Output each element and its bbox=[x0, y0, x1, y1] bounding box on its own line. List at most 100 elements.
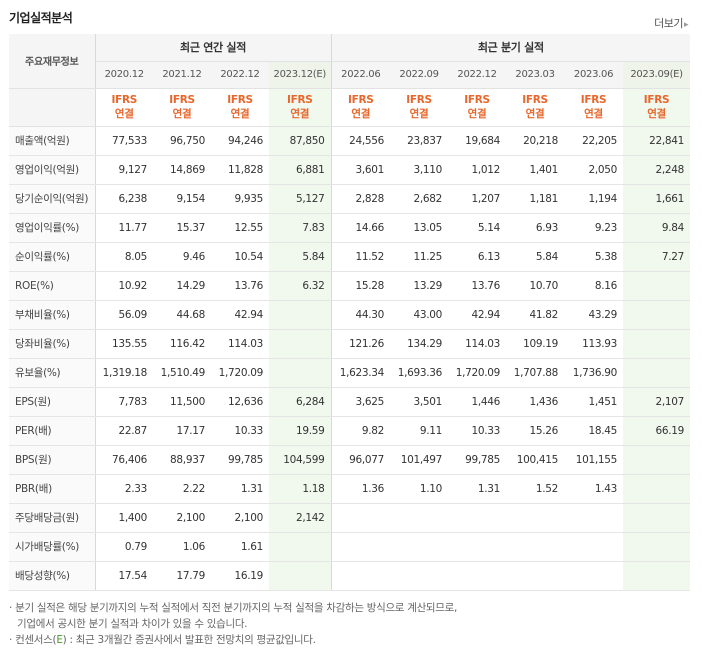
table-cell: 14.29 bbox=[153, 271, 211, 301]
table-row: PER(배) 22.87 17.17 10.33 19.59 9.82 9.11 10.33 1… bbox=[9, 416, 691, 446]
table-cell: 9,154 bbox=[153, 184, 211, 214]
basis-header: IFRS 연결 bbox=[211, 88, 269, 127]
table-cell: 5.14 bbox=[448, 212, 507, 243]
table-cell: 24,556 bbox=[331, 126, 391, 156]
table-cell: 3,110 bbox=[390, 155, 449, 185]
basis-header: IFRS 연결 bbox=[95, 88, 153, 127]
table-cell bbox=[331, 502, 391, 533]
table-cell: 87,850 bbox=[269, 126, 332, 156]
basis-header: IFRS 연결 bbox=[506, 88, 565, 127]
table-cell: 135.55 bbox=[95, 329, 153, 359]
basis-label: 연결 bbox=[467, 108, 487, 120]
table-cell: 96,750 bbox=[153, 126, 211, 156]
ifrs-label: IFRS bbox=[522, 94, 548, 106]
ifrs-label: IFRS bbox=[111, 94, 138, 106]
ifrs-label: IFRS bbox=[406, 94, 432, 106]
table-cell: 17.17 bbox=[153, 416, 211, 446]
table-cell: 1,451 bbox=[564, 386, 624, 417]
table-cell bbox=[623, 299, 691, 330]
ifrs-label: IFRS bbox=[169, 94, 195, 106]
table-cell: 11.52 bbox=[331, 242, 391, 272]
table-cell: 9.84 bbox=[623, 212, 691, 243]
basis-header: IFRS 연결 bbox=[564, 88, 624, 127]
table-cell: 1.06 bbox=[153, 532, 211, 562]
table-cell bbox=[623, 445, 691, 475]
table-cell: 42.94 bbox=[211, 299, 269, 330]
more-link[interactable]: 더보기▸ bbox=[654, 15, 688, 31]
table-row: PBR(배) 2.33 2.22 1.31 1.18 1.36 1.10 1.31 1.52 1.… bbox=[9, 474, 691, 504]
period-header: 2023.12(E) bbox=[269, 61, 332, 89]
table-cell: 15.28 bbox=[331, 271, 391, 301]
footnotes: · 분기 실적은 해당 분기까지의 누적 실적에서 직전 분기까지의 누적 실적… bbox=[9, 600, 699, 648]
period-header: 2023.06 bbox=[564, 61, 624, 89]
row-label: 영업이익률(%) bbox=[9, 212, 96, 243]
table-cell bbox=[506, 532, 565, 562]
table-row: 유보율(%) 1,319.18 1,510.49 1,720.09 1,623.34 1,… bbox=[9, 358, 691, 388]
table-cell: 99,785 bbox=[448, 445, 507, 475]
table-cell: 42.94 bbox=[448, 299, 507, 330]
table-cell: 104,599 bbox=[269, 445, 332, 475]
table-cell: 12,636 bbox=[211, 386, 269, 417]
table-cell: 1,693.36 bbox=[390, 358, 449, 388]
row-label: PBR(배) bbox=[9, 474, 96, 504]
chevron-right-icon: ▸ bbox=[683, 20, 689, 30]
ifrs-label: IFRS bbox=[464, 94, 490, 106]
table-row: 매출액(억원) 77,533 96,750 94,246 87,850 24,556 23,… bbox=[9, 126, 691, 156]
table-cell: 1,207 bbox=[448, 184, 507, 214]
table-cell: 101,497 bbox=[390, 445, 449, 475]
table-cell: 20,218 bbox=[506, 126, 565, 156]
table-row: EPS(원) 7,783 11,500 12,636 6,284 3,625 3,501 1,… bbox=[9, 386, 691, 417]
table-cell: 8.05 bbox=[95, 242, 153, 272]
table-cell: 134.29 bbox=[390, 329, 449, 359]
table-cell: 77,533 bbox=[95, 126, 153, 156]
basis-header: IFRS 연결 bbox=[448, 88, 507, 127]
table-cell bbox=[448, 502, 507, 533]
ifrs-label: IFRS bbox=[580, 94, 607, 106]
table-cell: 9,935 bbox=[211, 184, 269, 214]
table-cell: 1.10 bbox=[390, 474, 449, 504]
period-header: 2022.12 bbox=[448, 61, 507, 89]
table-cell: 10.54 bbox=[211, 242, 269, 272]
footnote-2-suffix: ) : 최근 3개월간 증권사에서 발표한 전망치의 평균값입니다. bbox=[62, 634, 316, 646]
table-cell: 9.46 bbox=[153, 242, 211, 272]
footnote-1-cont: 기업에서 공시한 분기 실적과 차이가 있을 수 있습니다. bbox=[17, 618, 248, 630]
table-cell: 5.38 bbox=[564, 242, 624, 272]
table-cell: 7.83 bbox=[269, 212, 332, 243]
table-cell bbox=[269, 532, 332, 562]
basis-label: 연결 bbox=[409, 108, 429, 120]
table-row: 당기순이익(억원) 6,238 9,154 9,935 5,127 2,828 2,682 1… bbox=[9, 184, 691, 214]
table-cell: 1,319.18 bbox=[95, 358, 153, 388]
period-header: 2023.03 bbox=[506, 61, 565, 89]
table-cell bbox=[390, 561, 449, 591]
table-cell: 1,510.49 bbox=[153, 358, 211, 388]
table-cell: 3,625 bbox=[331, 386, 391, 417]
table-cell: 11,828 bbox=[211, 155, 269, 185]
row-label: BPS(원) bbox=[9, 445, 96, 475]
table-cell: 1,401 bbox=[506, 155, 565, 185]
table-cell: 2,100 bbox=[153, 502, 211, 533]
label-header: 주요재무정보 bbox=[9, 34, 96, 89]
table-cell bbox=[623, 358, 691, 388]
period-header: 2020.12 bbox=[95, 61, 153, 89]
period-header: 2021.12 bbox=[153, 61, 211, 89]
table-cell: 10.92 bbox=[95, 271, 153, 301]
table-cell: 1.61 bbox=[211, 532, 269, 562]
table-cell: 10.33 bbox=[211, 416, 269, 446]
table-cell: 1.36 bbox=[331, 474, 391, 504]
table-cell bbox=[448, 561, 507, 591]
table-row: 시가배당률(%) 0.79 1.06 1.61 bbox=[9, 532, 691, 562]
table-cell: 6.93 bbox=[506, 212, 565, 243]
row-label: EPS(원) bbox=[9, 386, 96, 417]
table-cell: 12.55 bbox=[211, 212, 269, 243]
table-cell: 1,446 bbox=[448, 386, 507, 417]
footnote-2-prefix: 컨센서스( bbox=[15, 634, 57, 646]
table-cell bbox=[623, 561, 691, 591]
table-cell: 14,869 bbox=[153, 155, 211, 185]
table-cell: 43.29 bbox=[564, 299, 624, 330]
table-cell: 5,127 bbox=[269, 184, 332, 214]
table-cell: 19.59 bbox=[269, 416, 332, 446]
table-cell: 1.43 bbox=[564, 474, 624, 504]
ifrs-label: IFRS bbox=[227, 94, 253, 106]
basis-header: IFRS 연결 bbox=[390, 88, 449, 127]
basis-label: 연결 bbox=[114, 108, 134, 120]
